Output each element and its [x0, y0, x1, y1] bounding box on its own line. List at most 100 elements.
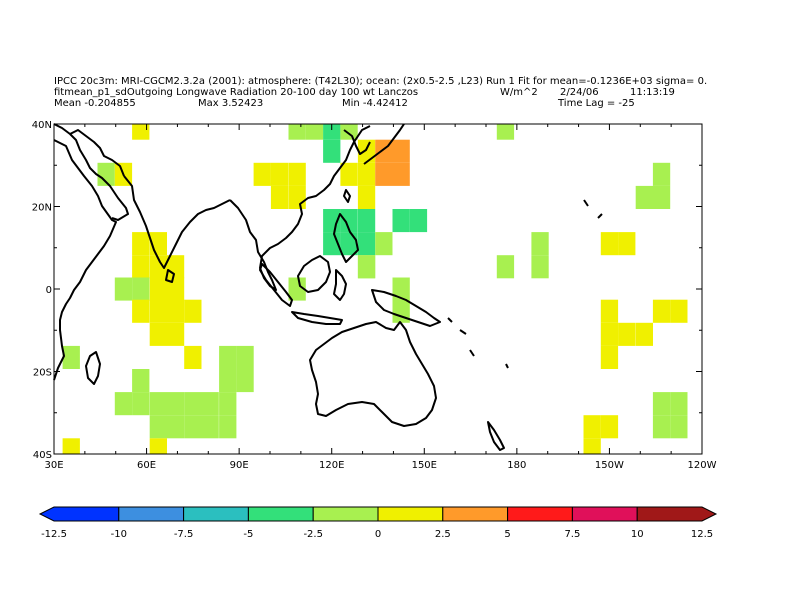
colorbar: [38, 506, 718, 522]
heatmap-cell: [219, 392, 237, 416]
header-time-lag: Time Lag = -25: [558, 98, 635, 109]
heatmap-cell: [149, 438, 167, 454]
coast-australia: [309, 321, 437, 427]
heatmap-cell: [652, 415, 671, 439]
heatmap-cell: [652, 299, 671, 323]
heatmap-cell: [201, 392, 219, 416]
coast-tasmania: [487, 421, 505, 451]
heatmap-cell: [219, 369, 237, 393]
lon-tick-label: 180: [507, 460, 526, 471]
coast-persian-gulf: [69, 129, 125, 177]
lon-labels: 30E 60E 90E 120E 150E 180 150W 120W: [44, 460, 716, 471]
heatmap-cell: [531, 255, 549, 279]
heatmap-cell: [305, 124, 324, 140]
heatmap-cell: [184, 345, 202, 369]
heatmap-cell: [600, 415, 619, 439]
header-time: 11:13:19: [630, 87, 675, 98]
colorbar-segment: [38, 506, 120, 522]
coast-taiwan: [343, 189, 351, 203]
heatmap-cell: [357, 162, 376, 186]
heatmap-cell: [184, 415, 202, 439]
colorbar-segment: [118, 506, 185, 522]
heatmap-cell: [166, 322, 185, 346]
heatmap-cell: [97, 162, 115, 186]
heatmap-cell: [219, 415, 237, 439]
heatmap-cell: [670, 299, 688, 323]
heatmap-cell: [149, 277, 167, 301]
coast-se-asia: [229, 125, 371, 291]
heatmap-cell: [132, 255, 150, 279]
heatmap-cell: [392, 162, 410, 186]
heatmap-cell: [132, 232, 150, 256]
heatmap-cell: [132, 369, 150, 393]
heatmap-cell: [219, 345, 237, 369]
heatmap-cell: [600, 345, 619, 369]
colorbar-label: -5: [243, 529, 253, 540]
colorbar-segment: [377, 506, 444, 522]
heatmap-cell: [149, 392, 167, 416]
colorbar-labels: -12.5 -10 -7.5 -5 -2.5 0 2.5 5 7.5 10 12.5: [41, 529, 713, 540]
heatmap-cell: [323, 124, 341, 140]
header-date: 2/24/06: [560, 87, 599, 98]
colorbar-label: -7.5: [174, 529, 194, 540]
lat-tick-label: 0: [46, 285, 52, 296]
colorbar-label: 10: [631, 529, 644, 540]
coast-pacific-islands: [447, 199, 603, 369]
heatmap-cell: [375, 232, 393, 256]
heatmap-cell: [357, 209, 376, 233]
heatmap-cell: [270, 185, 289, 209]
heatmap-cell: [652, 392, 671, 416]
heatmap-cell: [652, 162, 671, 186]
colorbar-label: 12.5: [691, 529, 713, 540]
heatmap-cell: [62, 438, 80, 454]
header-line1: IPCC 20c3m: MRI-CGCM2.3.2a (2001): atmos…: [54, 76, 708, 87]
coast-java: [291, 311, 343, 325]
lon-tick-label: 60E: [137, 460, 156, 471]
header-line2-title: fitmean_p1_sdOutgoing Longwave Radiation…: [54, 87, 419, 98]
heatmap-cell: [149, 255, 167, 279]
coast-sumatra: [259, 263, 293, 307]
heatmap-cell: [652, 185, 671, 209]
map-ticks: [53, 123, 703, 455]
heatmap-cell: [166, 299, 185, 323]
colorbar-segment: [247, 506, 314, 522]
heatmap-cell: [114, 277, 133, 301]
heatmap-cell: [340, 162, 358, 186]
heatmap-cell: [62, 345, 80, 369]
coast-sri-lanka: [165, 269, 175, 283]
coast-korea: [343, 129, 371, 155]
heatmap-cell: [357, 255, 376, 279]
coast-arabia: [53, 123, 129, 221]
lon-tick-label: 120E: [319, 460, 344, 471]
colorbar-label: 5: [504, 529, 510, 540]
heatmap-cell: [496, 255, 515, 279]
heatmap-cell: [149, 322, 167, 346]
colorbar-segment: [571, 506, 638, 522]
header-max: Max 3.52423: [198, 98, 264, 109]
heatmap-cell: [236, 345, 254, 369]
heatmap-cell: [236, 369, 254, 393]
colorbar-segment: [507, 506, 573, 522]
heatmap-cell: [357, 232, 376, 256]
heatmap-cell: [600, 322, 619, 346]
colorbar-segment: [636, 506, 718, 522]
heatmap-cell: [114, 392, 133, 416]
heatmap-cell: [531, 232, 549, 256]
lon-tick-label: 150W: [595, 460, 624, 471]
lon-tick-label: 90E: [230, 460, 249, 471]
coast-new-guinea: [371, 289, 441, 327]
heatmap-cell: [270, 162, 289, 186]
heatmap-cell: [288, 185, 306, 209]
heatmap-cell: [253, 162, 271, 186]
lon-tick-label: 30E: [44, 460, 63, 471]
heatmap-cell: [635, 185, 653, 209]
heatmap-cell: [166, 392, 185, 416]
coast-sulawesi: [333, 269, 347, 301]
heatmap-cell: [375, 162, 393, 186]
heatmap-cell: [392, 277, 410, 301]
heatmap-cell: [166, 415, 185, 439]
heatmap-cell: [618, 232, 636, 256]
heatmap-cell: [357, 185, 376, 209]
colorbar-label: 7.5: [564, 529, 580, 540]
lat-tick-label: 20N: [32, 203, 52, 214]
